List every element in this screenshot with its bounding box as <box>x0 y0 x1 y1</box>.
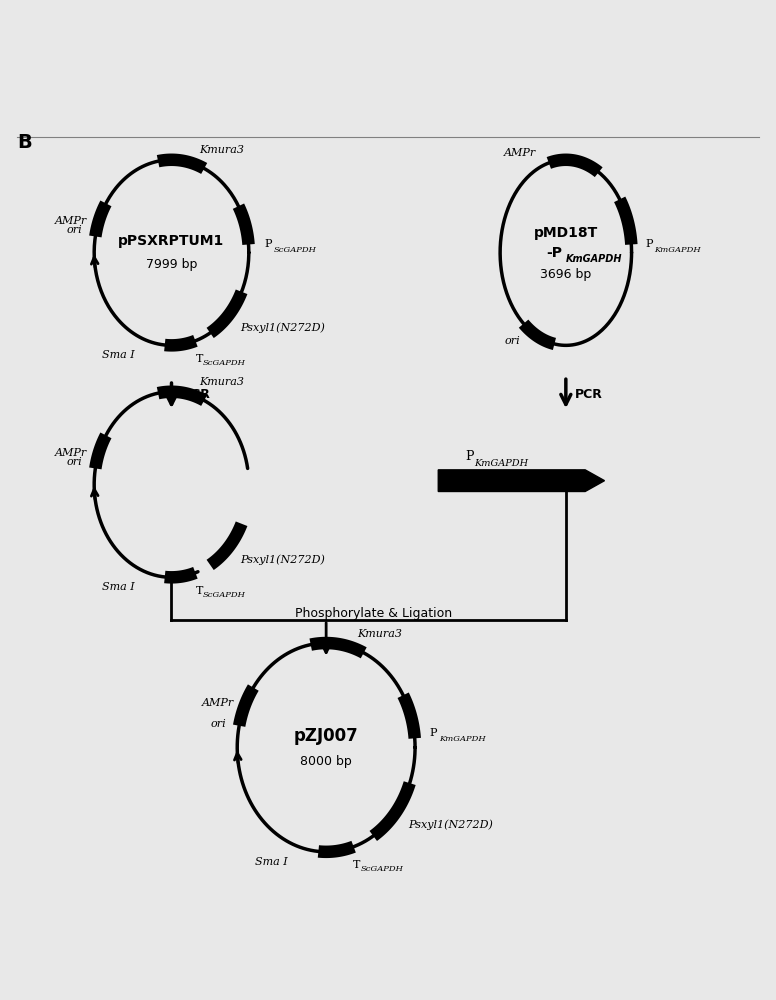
Text: AMPr: AMPr <box>55 216 87 226</box>
Text: AMPr: AMPr <box>504 148 535 158</box>
FancyArrow shape <box>438 470 605 491</box>
Text: PCR: PCR <box>575 388 603 401</box>
Text: Psxyl1(N272D): Psxyl1(N272D) <box>408 819 493 830</box>
Text: 8000 bp: 8000 bp <box>300 755 352 768</box>
Text: ori: ori <box>67 225 82 235</box>
Text: Psxyl1(N272D): Psxyl1(N272D) <box>241 322 325 333</box>
Text: T: T <box>196 354 203 364</box>
Text: pZJ007: pZJ007 <box>294 727 359 745</box>
Text: Sma I: Sma I <box>102 350 135 360</box>
Text: P: P <box>466 450 474 463</box>
Text: AMPr: AMPr <box>55 448 87 458</box>
Text: 3696 bp: 3696 bp <box>540 268 591 281</box>
Text: ori: ori <box>504 336 521 346</box>
Text: P: P <box>645 239 653 249</box>
Text: P: P <box>264 239 272 249</box>
Text: pMD18T: pMD18T <box>534 226 598 240</box>
Text: ScGAPDH: ScGAPDH <box>203 359 246 367</box>
Text: AMPr: AMPr <box>202 698 234 708</box>
Text: T: T <box>196 586 203 596</box>
Text: ScGAPDH: ScGAPDH <box>203 591 246 599</box>
Text: PCR: PCR <box>183 388 211 401</box>
Text: T: T <box>353 860 360 870</box>
Text: Psxyl1(N272D): Psxyl1(N272D) <box>241 554 325 565</box>
Text: ScGAPDH: ScGAPDH <box>361 865 404 873</box>
Text: -P: -P <box>546 246 562 260</box>
Text: ori: ori <box>210 719 226 729</box>
Text: Sma I: Sma I <box>255 857 288 867</box>
Text: 7999 bp: 7999 bp <box>146 258 197 271</box>
Text: Phosphorylate & Ligation: Phosphorylate & Ligation <box>295 607 452 620</box>
Text: Kmura3: Kmura3 <box>199 377 244 387</box>
Text: KmGAPDH: KmGAPDH <box>439 735 486 743</box>
Text: Kmura3: Kmura3 <box>199 145 244 155</box>
Text: KmGAPDH: KmGAPDH <box>475 459 528 468</box>
Text: B: B <box>17 133 32 152</box>
Text: KmGAPDH: KmGAPDH <box>654 246 702 254</box>
Text: pPSXRPTUM1: pPSXRPTUM1 <box>119 234 224 248</box>
Text: Sma I: Sma I <box>102 582 135 592</box>
Text: P: P <box>430 728 437 738</box>
Text: ScGAPDH: ScGAPDH <box>273 246 316 254</box>
Text: ori: ori <box>67 457 82 467</box>
Text: KmGAPDH: KmGAPDH <box>566 254 622 264</box>
Text: Kmura3: Kmura3 <box>357 629 402 639</box>
